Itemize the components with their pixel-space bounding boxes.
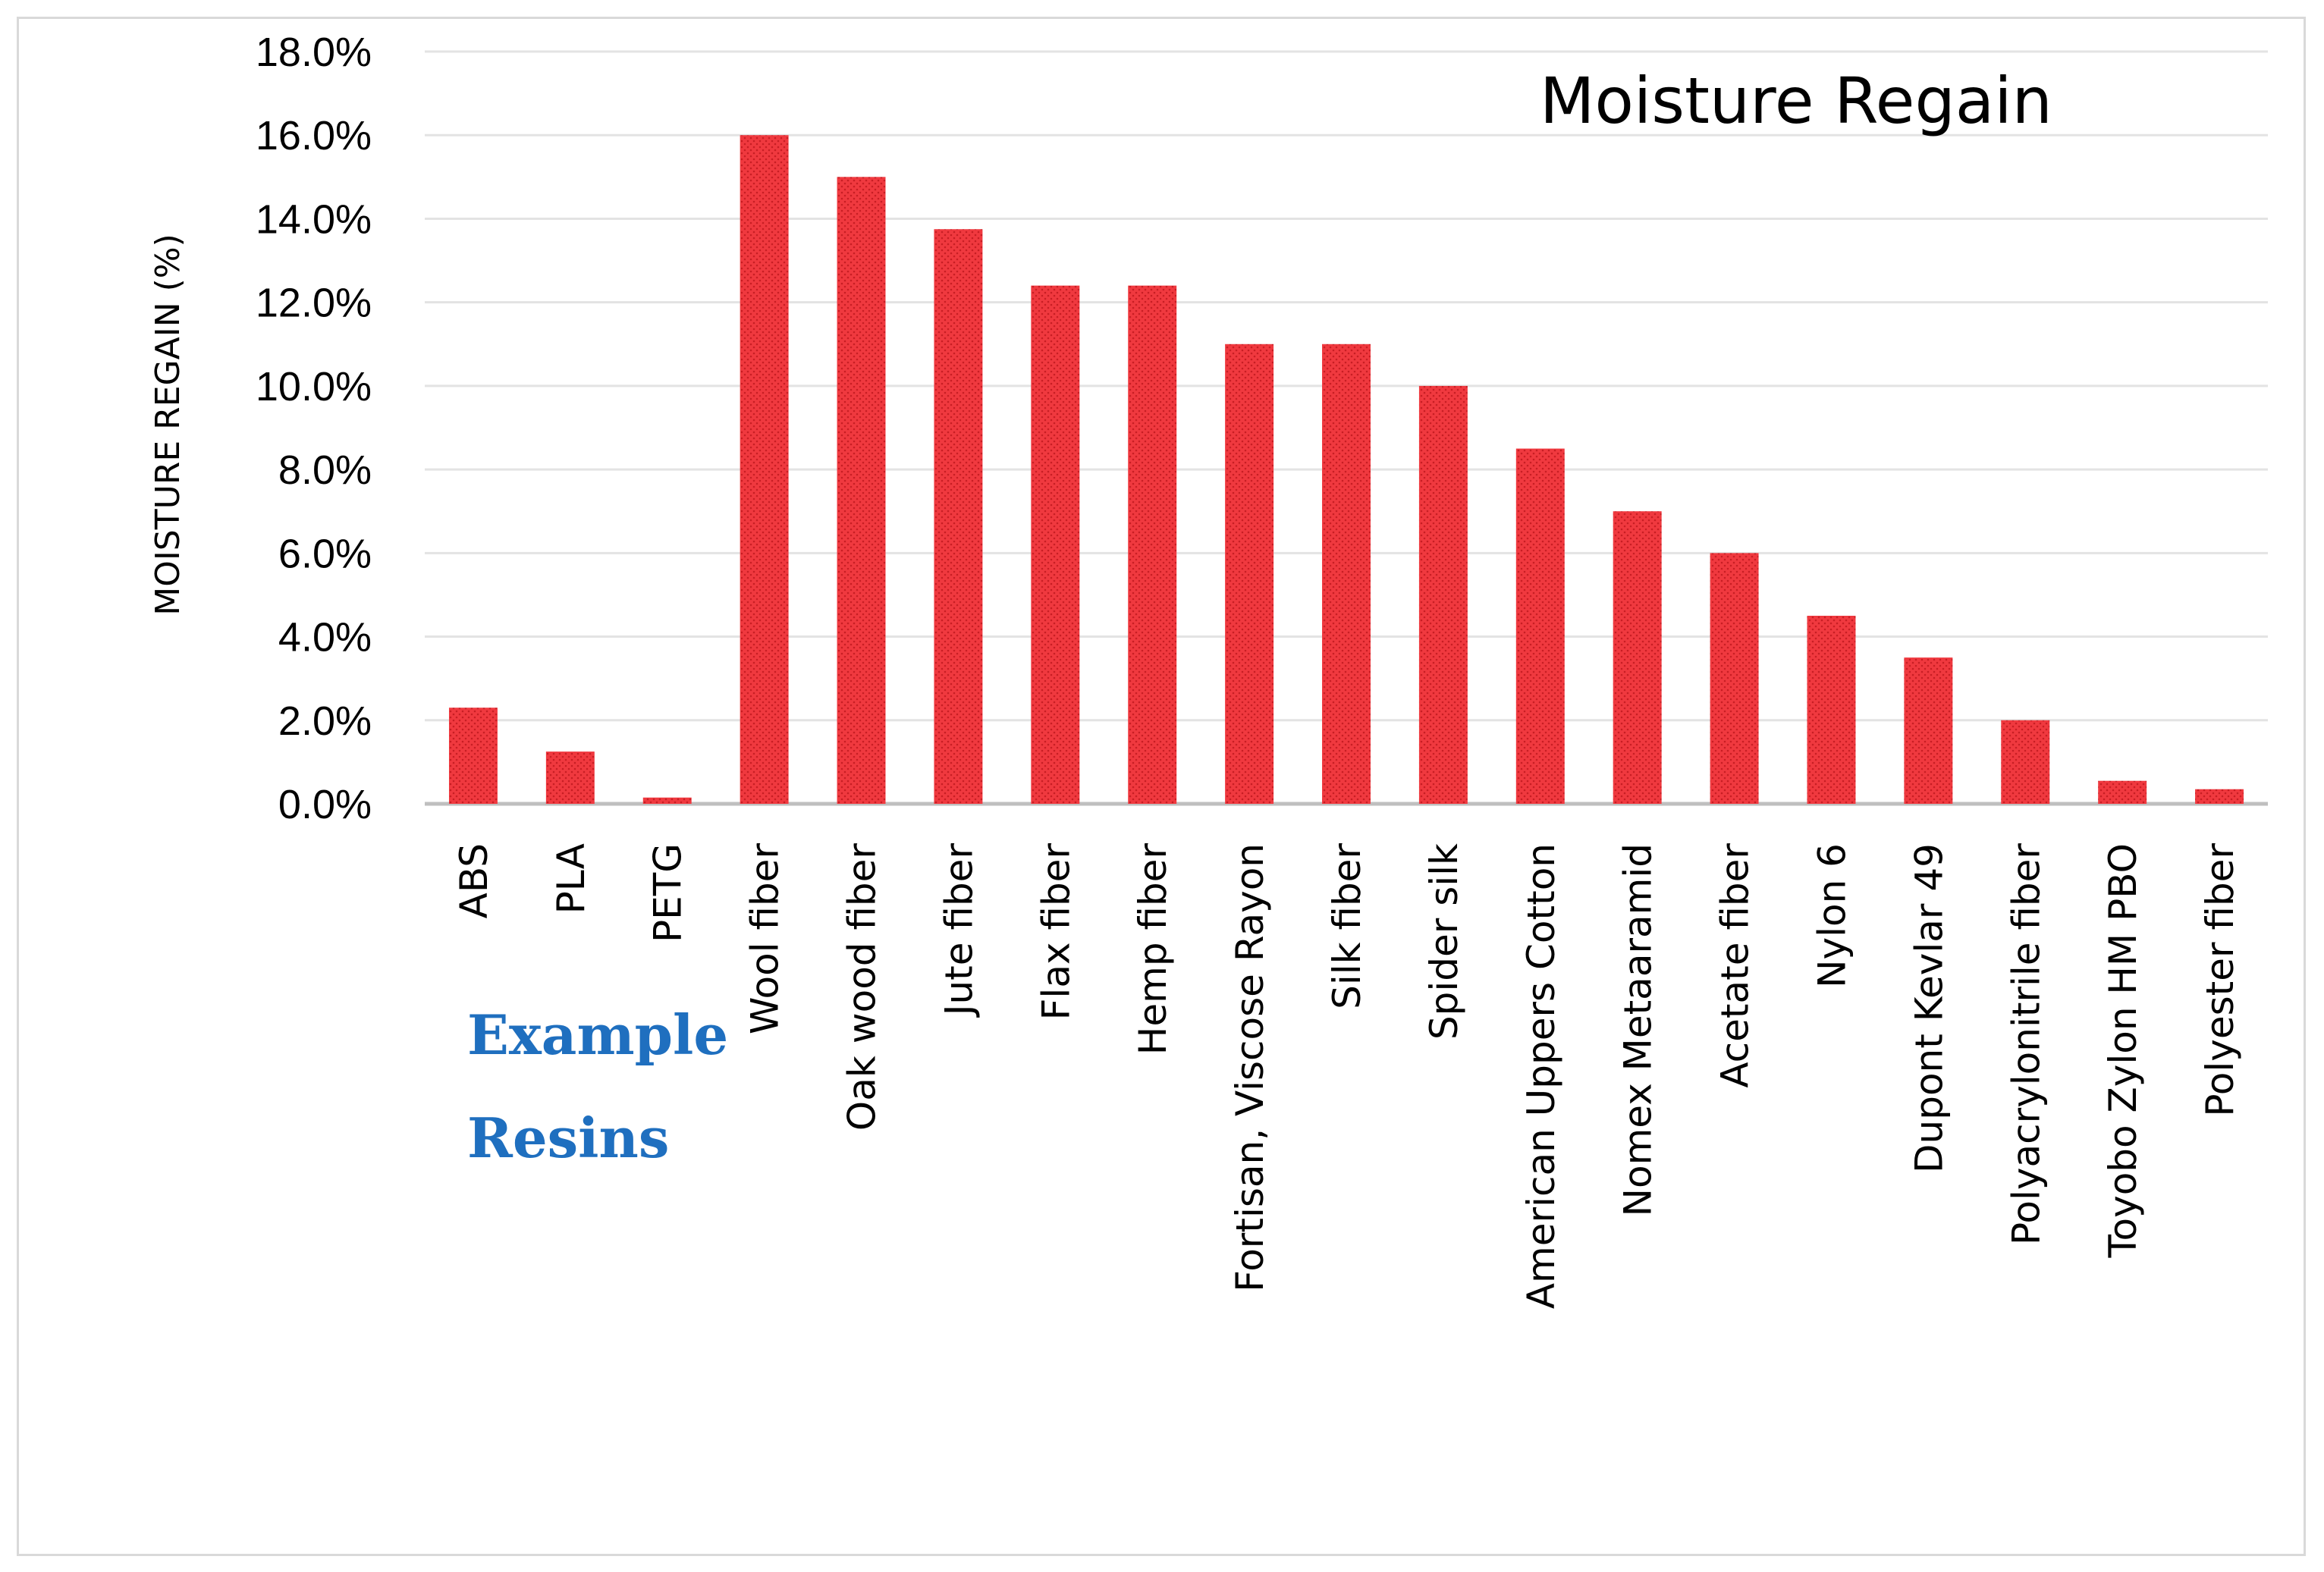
x-category-label: Acetate fiber — [1713, 843, 1757, 1088]
x-category-label: Polyacrylonitrile fiber — [2004, 843, 2048, 1245]
x-category-label: Jute fiber — [937, 843, 981, 1018]
bar — [2001, 720, 2050, 804]
y-tick-label: 2.0% — [278, 698, 372, 744]
x-category-label: Nomex Metaaramid — [1616, 843, 1660, 1216]
y-tick-label: 12.0% — [256, 281, 372, 326]
x-category-label: Oak wood fiber — [840, 843, 884, 1131]
y-tick-label: 4.0% — [278, 615, 372, 660]
x-axis-categories: ABS PLA PETG Wool fiber Oak wood fiber Jute f… — [452, 843, 2242, 1310]
x-category-label: Toyobo Zylon HM PBO — [2101, 843, 2145, 1259]
y-tick-label: 10.0% — [256, 364, 372, 409]
bar — [1807, 616, 1856, 804]
x-category-label: Flax fiber — [1034, 843, 1078, 1021]
bar — [1710, 553, 1759, 804]
chart-title: Moisture Regain — [1540, 64, 2052, 138]
y-tick-label: 16.0% — [256, 113, 372, 158]
bar — [837, 177, 886, 805]
bar — [1031, 285, 1080, 805]
y-axis-title: MOISTURE REGAIN (%) — [149, 234, 187, 616]
x-category-label: American Uppers Cotton — [1519, 843, 1563, 1309]
x-category-label: Hemp fiber — [1131, 843, 1175, 1056]
bar — [1128, 285, 1177, 805]
x-category-label: PETG — [646, 843, 690, 943]
x-category-label: Fortisan, Viscose Rayon — [1228, 843, 1272, 1292]
y-tick-label: 14.0% — [256, 196, 372, 242]
bar — [1418, 385, 1468, 804]
x-category-label: Dupont Kevlar 49 — [1907, 843, 1951, 1173]
x-category-label: Wool fiber — [743, 843, 787, 1034]
x-category-label: Nylon 6 — [1810, 843, 1854, 988]
bars — [448, 135, 2244, 805]
bar — [1904, 657, 1953, 804]
bar — [1613, 511, 1662, 804]
annotation-example: Example — [467, 1003, 728, 1067]
x-category-label: PLA — [549, 843, 593, 914]
bar — [1322, 344, 1371, 804]
bar — [448, 708, 498, 804]
y-axis-ticks: 0.0% 2.0% 4.0% 6.0% 8.0% 10.0% 12.0% 14.0% 16.0%… — [256, 30, 372, 827]
annotation-resins: Resins — [467, 1106, 669, 1170]
y-tick-label: 18.0% — [256, 30, 372, 75]
bar — [740, 135, 789, 804]
bar — [1225, 344, 1274, 804]
x-category-label: Spider silk — [1422, 843, 1466, 1040]
x-category-label: Polyester fiber — [2198, 843, 2242, 1117]
y-tick-label: 0.0% — [278, 782, 372, 827]
x-category-label: ABS — [452, 843, 496, 918]
y-tick-label: 6.0% — [278, 531, 372, 576]
bar — [642, 797, 692, 804]
y-tick-label: 8.0% — [278, 447, 372, 493]
gridlines — [425, 50, 2268, 806]
x-category-label: Silk fiber — [1325, 843, 1369, 1009]
bar — [1515, 448, 1565, 804]
bar — [545, 751, 595, 804]
bar — [2098, 780, 2147, 804]
bar — [934, 229, 983, 804]
bar — [2195, 789, 2244, 804]
